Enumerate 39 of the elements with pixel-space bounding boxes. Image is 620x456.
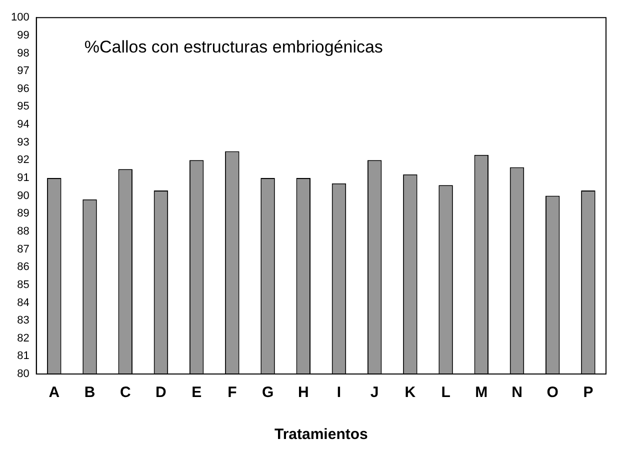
y-tick-label: 88	[17, 225, 30, 238]
x-tick-label: H	[298, 384, 309, 402]
y-tick-label: 97	[17, 65, 30, 78]
y-tick-label: 100	[10, 12, 30, 24]
x-tick-label: N	[512, 384, 522, 402]
y-tick-label: 94	[17, 118, 30, 131]
x-tick-label: P	[583, 384, 594, 402]
x-tick-label: F	[228, 384, 237, 402]
x-tick-label: C	[120, 384, 131, 402]
x-tick-label: G	[262, 384, 274, 402]
y-tick-label: 89	[17, 208, 30, 220]
x-tick-label: L	[441, 384, 450, 402]
y-tick-label: 84	[17, 296, 30, 309]
y-tick-label: 86	[17, 261, 30, 274]
x-tick-label: K	[404, 384, 416, 402]
x-tick-label: M	[475, 384, 488, 402]
y-tick-label: 99	[17, 29, 30, 42]
y-tick-label: 98	[17, 47, 30, 60]
x-tick-label: B	[84, 384, 96, 402]
y-tick-label: 82	[17, 332, 30, 344]
y-tick-label: 87	[17, 243, 30, 256]
x-tick-label: E	[192, 384, 202, 402]
x-tick-label: A	[48, 384, 60, 402]
y-tick-label: 95	[17, 100, 30, 113]
y-tick-label: 81	[17, 350, 30, 362]
x-tick-label: J	[370, 384, 379, 402]
y-tick-label: 90	[17, 190, 30, 202]
x-tick-label: D	[156, 384, 167, 402]
x-tick-label: O	[546, 384, 559, 402]
text: %Callos con estructuras embriogénicas	[84, 37, 383, 56]
y-tick-label: 92	[17, 154, 30, 166]
y-tick-label: 85	[17, 278, 30, 291]
x-axis-title: Tratamientos	[274, 426, 368, 444]
y-tick-label: 80	[17, 368, 30, 380]
y-tick-label: 96	[17, 82, 30, 95]
y-tick-label: 83	[17, 314, 30, 327]
x-tick-label: I	[336, 384, 342, 402]
y-tick-label: 93	[17, 136, 30, 148]
y-tick-label: 91	[17, 172, 30, 184]
